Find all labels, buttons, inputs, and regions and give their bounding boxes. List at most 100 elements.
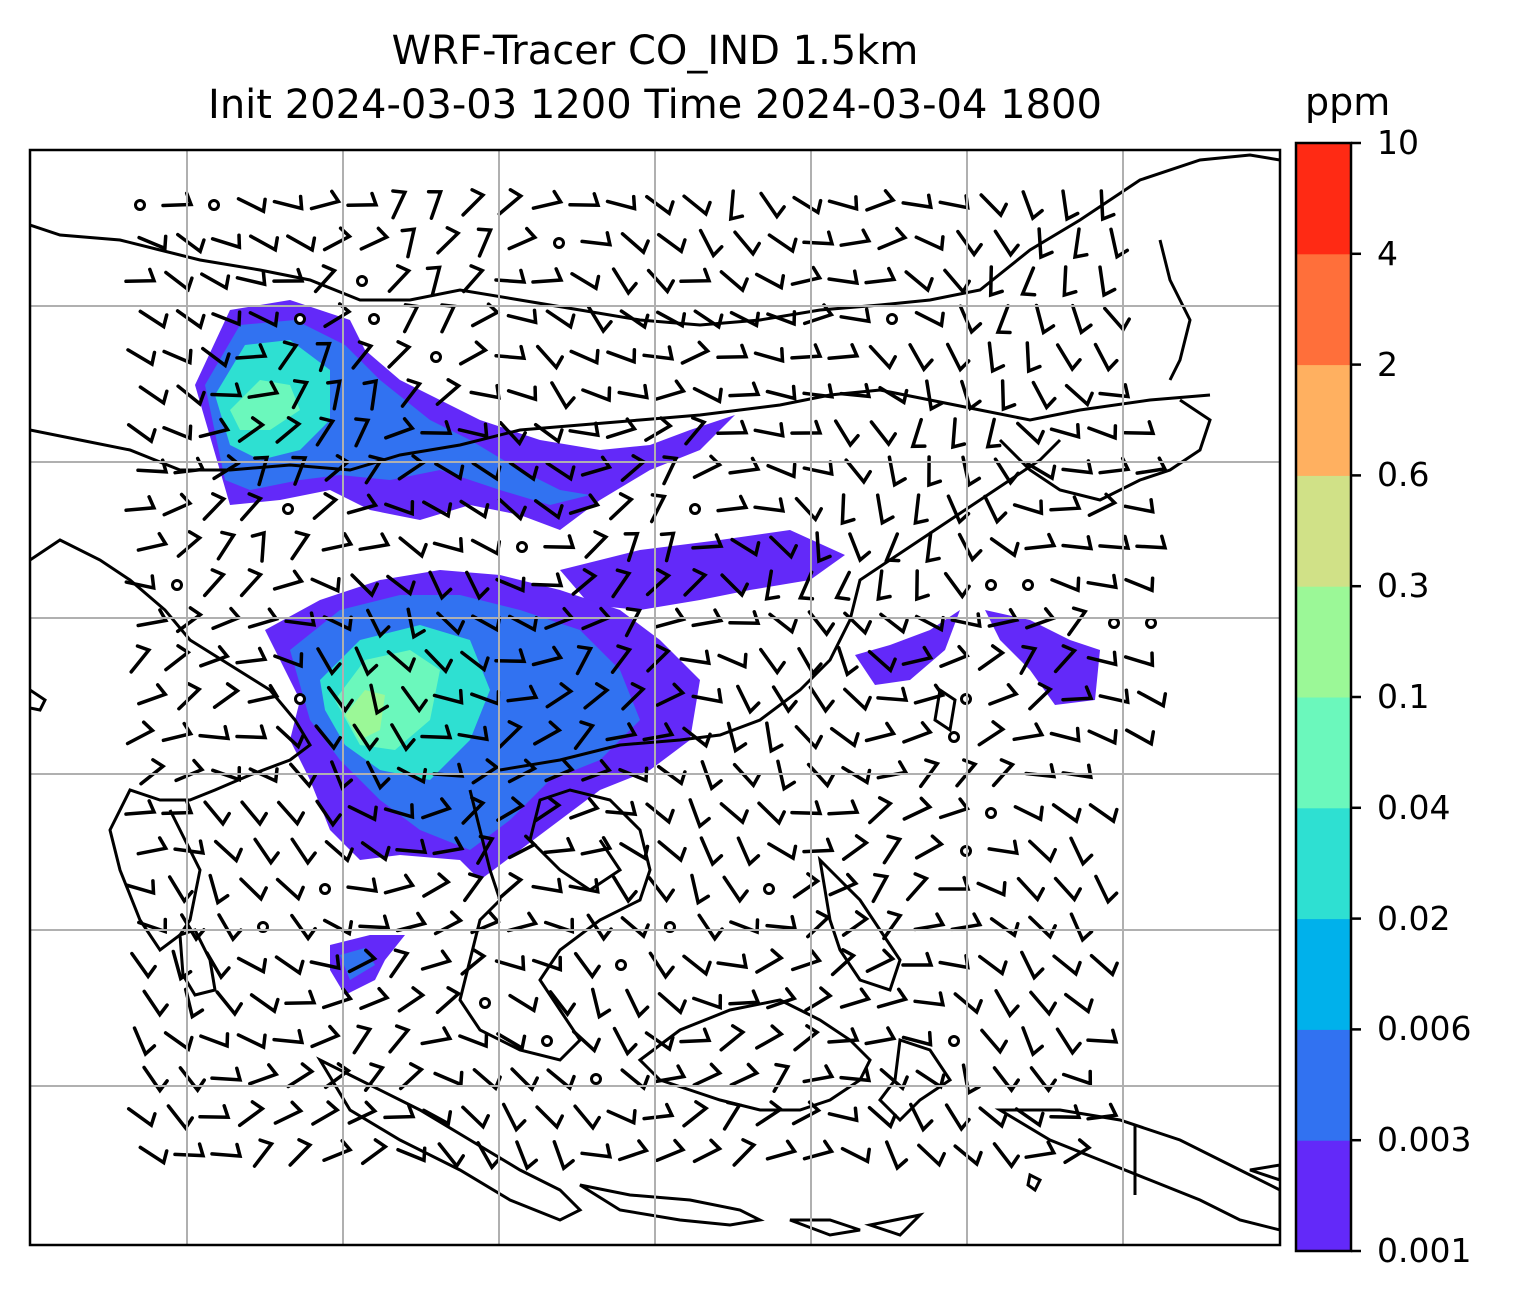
wind-barb <box>1034 303 1056 336</box>
wind-barb <box>272 194 304 211</box>
wind-barb <box>471 758 500 785</box>
calm-circle <box>948 1035 960 1047</box>
wind-barb <box>351 340 374 370</box>
wind-barb <box>992 1142 1020 1170</box>
wind-barb <box>202 568 227 598</box>
wind-barb <box>606 1109 637 1126</box>
wind-barb <box>545 309 576 330</box>
wind-barb <box>1049 423 1081 440</box>
wind-barb <box>983 494 1008 525</box>
wind-barb <box>790 800 823 816</box>
wind-barb <box>1049 1104 1082 1120</box>
wind-barb <box>136 836 169 856</box>
coast-java <box>579 1183 765 1227</box>
wind-barb <box>249 993 280 1014</box>
wind-barb <box>124 879 156 896</box>
coast-taiwan <box>933 687 957 733</box>
wind-barb <box>961 1063 981 1096</box>
wind-barb <box>310 1024 341 1049</box>
wind-barb <box>136 531 169 552</box>
wind-barb <box>420 949 453 971</box>
wind-barb <box>679 1027 712 1044</box>
wind-barb <box>570 272 601 291</box>
wind-barb <box>545 682 574 709</box>
wind-barb <box>765 384 797 401</box>
wind-barb <box>827 1106 859 1123</box>
wind-barb <box>198 417 231 439</box>
wind-barb <box>659 531 676 563</box>
wind-barb <box>902 796 933 821</box>
wind-barb <box>682 954 712 977</box>
wind-barb <box>326 685 354 714</box>
wind-barb <box>840 1146 871 1164</box>
wind-barb <box>363 1062 386 1092</box>
plume-east-2 <box>985 610 1100 705</box>
wind-barb <box>953 1144 983 1167</box>
wind-barb <box>693 309 724 330</box>
wind-barb <box>875 493 895 526</box>
wind-barb <box>1037 227 1054 260</box>
wind-barb <box>425 265 442 297</box>
wind-barb <box>995 304 1012 335</box>
colorbar-tick-label: 0.6 <box>1377 455 1430 495</box>
wind-barb <box>272 267 305 283</box>
wind-barb <box>286 234 317 253</box>
coast-north <box>30 153 1280 327</box>
wind-barb <box>1055 1027 1082 1056</box>
wind-barb <box>994 989 1020 1019</box>
wind-barb <box>771 685 798 714</box>
wind-barb <box>642 345 675 361</box>
wind-barb <box>217 913 243 943</box>
wind-barb <box>791 1100 822 1126</box>
wind-barb <box>396 1146 427 1163</box>
coast-korea-japan <box>998 398 1212 502</box>
wind-barb <box>609 492 635 521</box>
wind-barb <box>950 417 967 450</box>
wind-barb <box>346 191 379 207</box>
wind-barb <box>871 872 890 904</box>
wind-barb <box>312 492 339 520</box>
wind-barb <box>161 799 194 816</box>
wind-barb <box>915 569 930 602</box>
wind-barb <box>322 226 353 252</box>
wind-barb <box>311 1100 341 1126</box>
wind-barb <box>925 379 944 412</box>
wind-barb <box>162 492 193 517</box>
wind-barb <box>309 189 342 211</box>
calm-circle <box>479 997 491 1009</box>
wind-barb <box>124 267 157 284</box>
wind-barb <box>993 229 1020 258</box>
wind-barb <box>827 799 860 816</box>
coast-kamchatka <box>1158 239 1192 381</box>
wind-barb <box>697 913 724 942</box>
wind-barb <box>1123 651 1155 668</box>
wind-barb <box>1064 992 1094 1015</box>
wind-barb <box>573 1104 601 1131</box>
wind-barb <box>867 649 897 674</box>
coast-philippines <box>817 855 902 992</box>
coast-small-1 <box>789 1218 861 1237</box>
wind-barb <box>834 570 851 601</box>
wind-barb <box>765 721 784 754</box>
wind-barb <box>435 378 462 406</box>
wind-barb <box>459 499 490 520</box>
wind-barb <box>1086 1028 1119 1044</box>
wind-barb <box>1013 805 1044 822</box>
wind-barb <box>401 685 428 714</box>
wind-barb <box>728 610 761 625</box>
coast-arabian <box>30 688 47 712</box>
wind-barb <box>506 385 538 402</box>
wind-barb <box>728 381 761 398</box>
wind-barb <box>1016 421 1045 446</box>
wind-barb <box>132 1026 157 1057</box>
wind-barb <box>173 456 206 475</box>
wind-barb <box>161 191 194 208</box>
wind-barb <box>950 912 983 932</box>
wind-barb <box>321 987 354 1010</box>
wind-barb <box>386 574 416 597</box>
wind-barb <box>765 914 798 931</box>
calm-circle <box>590 1073 602 1085</box>
wind-barb <box>586 913 613 942</box>
colorbar-segment <box>1296 807 1351 920</box>
wind-barb <box>352 1024 373 1055</box>
